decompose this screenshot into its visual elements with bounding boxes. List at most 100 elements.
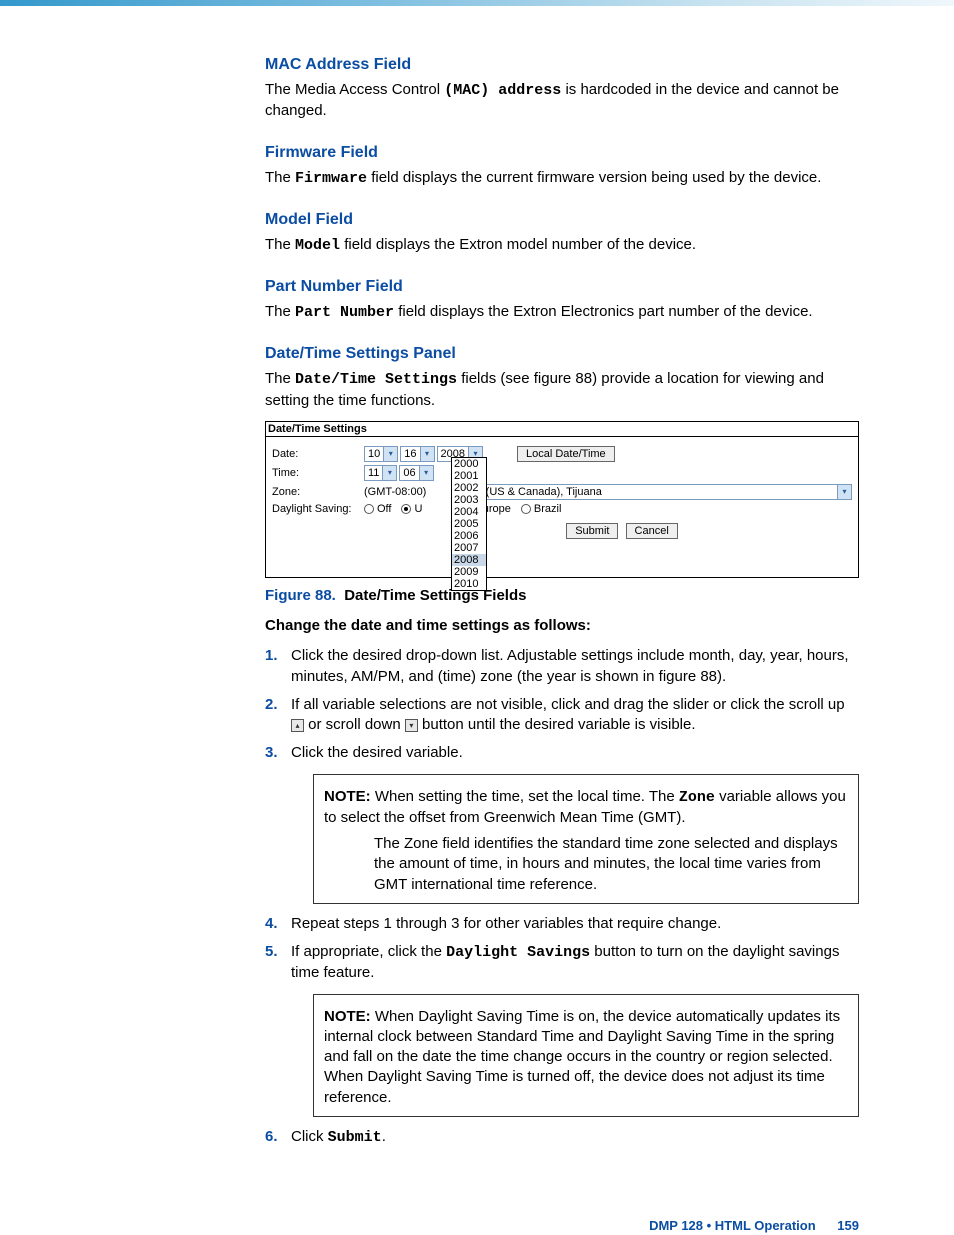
step-2: 2. If all variable selections are not vi…	[265, 695, 859, 736]
year-option[interactable]: 2005	[452, 518, 486, 530]
step-3: 3. Click the desired variable.	[265, 743, 859, 763]
year-option[interactable]: 2002	[452, 482, 486, 494]
figure-caption: Figure 88. Date/Time Settings Fields	[265, 586, 859, 606]
dropdown-month[interactable]: 10▾	[364, 446, 398, 462]
local-datetime-button[interactable]: Local Date/Time	[517, 446, 615, 462]
label-time: Time:	[272, 467, 364, 479]
step-text: If appropriate, click the Daylight Savin…	[291, 942, 859, 984]
year-option[interactable]: 2007	[452, 542, 486, 554]
text: The	[265, 236, 295, 253]
chevron-down-icon: ▾	[420, 447, 434, 461]
text: If appropriate, click the	[291, 943, 446, 960]
text: field displays the Extron Electronics pa…	[394, 303, 813, 320]
note-para: NOTE: When setting the time, set the loc…	[324, 787, 848, 829]
step-4: 4. Repeat steps 1 through 3 for other va…	[265, 914, 859, 934]
radio-off[interactable]: Off	[364, 503, 391, 515]
label-daylight: Daylight Saving:	[272, 503, 364, 515]
year-option[interactable]: 2008	[452, 554, 486, 566]
step-number: 1.	[265, 646, 291, 687]
year-option[interactable]: 2003	[452, 494, 486, 506]
radio-icon	[521, 504, 531, 514]
text: The	[265, 370, 295, 387]
dropdown-value: 16	[401, 448, 419, 460]
figure-label: Figure 88.	[265, 587, 336, 604]
figure-title: Date/Time Settings Fields	[344, 587, 526, 604]
header-accent-bar	[0, 0, 954, 6]
text: When setting the time, set the local tim…	[375, 788, 679, 805]
radio-label: U	[414, 503, 422, 515]
mono-datetime: Date/Time Settings	[295, 371, 457, 388]
note-para: NOTE: When Daylight Saving Time is on, t…	[324, 1007, 848, 1108]
step-text: Click the desired variable.	[291, 743, 859, 763]
dropdown-zone[interactable]: ne (US & Canada), Tijuana▾	[466, 484, 852, 500]
radio-icon	[401, 504, 411, 514]
note-label: NOTE:	[324, 1008, 371, 1025]
text: When Daylight Saving Time is on, the dev…	[324, 1008, 840, 1106]
mono-daylight: Daylight Savings	[446, 944, 590, 961]
dropdown-hour[interactable]: 11▾	[364, 465, 397, 481]
step-text: Repeat steps 1 through 3 for other varia…	[291, 914, 859, 934]
cancel-button[interactable]: Cancel	[626, 523, 678, 539]
row-time: Time: 11▾ 06▾	[272, 465, 852, 481]
row-date: Date: 10▾ 16▾ 2008▾ Local Date/Time	[272, 446, 852, 462]
text: or scroll down	[304, 716, 405, 733]
year-option[interactable]: 2004	[452, 506, 486, 518]
step-number: 5.	[265, 942, 291, 984]
note-box-1: NOTE: When setting the time, set the loc…	[313, 774, 859, 904]
steps-list-cont2: 6. Click Submit.	[265, 1127, 859, 1148]
dropdown-minute[interactable]: 06▾	[399, 465, 433, 481]
para-firmware: The Firmware field displays the current …	[265, 168, 859, 189]
year-option[interactable]: 2010	[452, 578, 486, 590]
heading-mac: MAC Address Field	[265, 56, 859, 74]
datetime-panel: Date/Time Settings Date: 10▾ 16▾ 2008▾ L…	[265, 421, 859, 578]
steps-list: 1. Click the desired drop-down list. Adj…	[265, 646, 859, 763]
page-footer: DMP 128 • HTML Operation 159	[0, 1218, 954, 1233]
para-part: The Part Number field displays the Extro…	[265, 302, 859, 323]
label-zone: Zone:	[272, 486, 364, 498]
instructions-heading: Change the date and time settings as fol…	[265, 616, 859, 636]
year-option[interactable]: 2006	[452, 530, 486, 542]
year-option[interactable]: 2001	[452, 470, 486, 482]
scroll-up-icon: ▴	[291, 719, 304, 732]
year-dropdown-open[interactable]: 2000200120022003200420052006200720082009…	[451, 457, 487, 591]
submit-button[interactable]: Submit	[566, 523, 618, 539]
step-text: Click Submit.	[291, 1127, 859, 1148]
text: field displays the Extron model number o…	[340, 236, 696, 253]
footer-page-number: 159	[837, 1218, 859, 1233]
chevron-down-icon: ▾	[383, 447, 397, 461]
step-6: 6. Click Submit.	[265, 1127, 859, 1148]
para-mac: The Media Access Control (MAC) address i…	[265, 80, 859, 122]
dropdown-day[interactable]: 16▾	[400, 446, 434, 462]
chevron-down-icon: ▾	[419, 466, 433, 480]
heading-model: Model Field	[265, 211, 859, 229]
text: The Media Access Control	[265, 81, 444, 98]
mono-firmware: Firmware	[295, 170, 367, 187]
radio-label: Brazil	[534, 503, 562, 515]
radio-brazil[interactable]: Brazil	[521, 503, 562, 515]
mono-submit: Submit	[328, 1129, 382, 1146]
step-5: 5. If appropriate, click the Daylight Sa…	[265, 942, 859, 984]
panel-title: Date/Time Settings	[266, 422, 858, 437]
panel-body: Date: 10▾ 16▾ 2008▾ Local Date/Time Time…	[266, 437, 858, 577]
text: button until the desired variable is vis…	[418, 716, 696, 733]
year-option[interactable]: 2000	[452, 458, 486, 470]
chevron-down-icon: ▾	[837, 485, 851, 499]
radio-label: Off	[377, 503, 391, 515]
text: Click	[291, 1128, 328, 1145]
note-label: NOTE:	[324, 788, 371, 805]
step-number: 4.	[265, 914, 291, 934]
text: If all variable selections are not visib…	[291, 696, 845, 713]
step-number: 6.	[265, 1127, 291, 1148]
year-option[interactable]: 2009	[452, 566, 486, 578]
text: The	[265, 169, 295, 186]
steps-list-cont: 4. Repeat steps 1 through 3 for other va…	[265, 914, 859, 984]
heading-part: Part Number Field	[265, 278, 859, 296]
row-zone: Zone: (GMT-08:00) ne (US & Canada), Tiju…	[272, 484, 852, 500]
radio-icon	[364, 504, 374, 514]
radio-usa[interactable]: U	[401, 503, 422, 515]
dropdown-value: 06	[400, 467, 418, 479]
text: .	[382, 1128, 386, 1145]
heading-datetime: Date/Time Settings Panel	[265, 345, 859, 363]
step-number: 3.	[265, 743, 291, 763]
chevron-down-icon: ▾	[382, 466, 396, 480]
